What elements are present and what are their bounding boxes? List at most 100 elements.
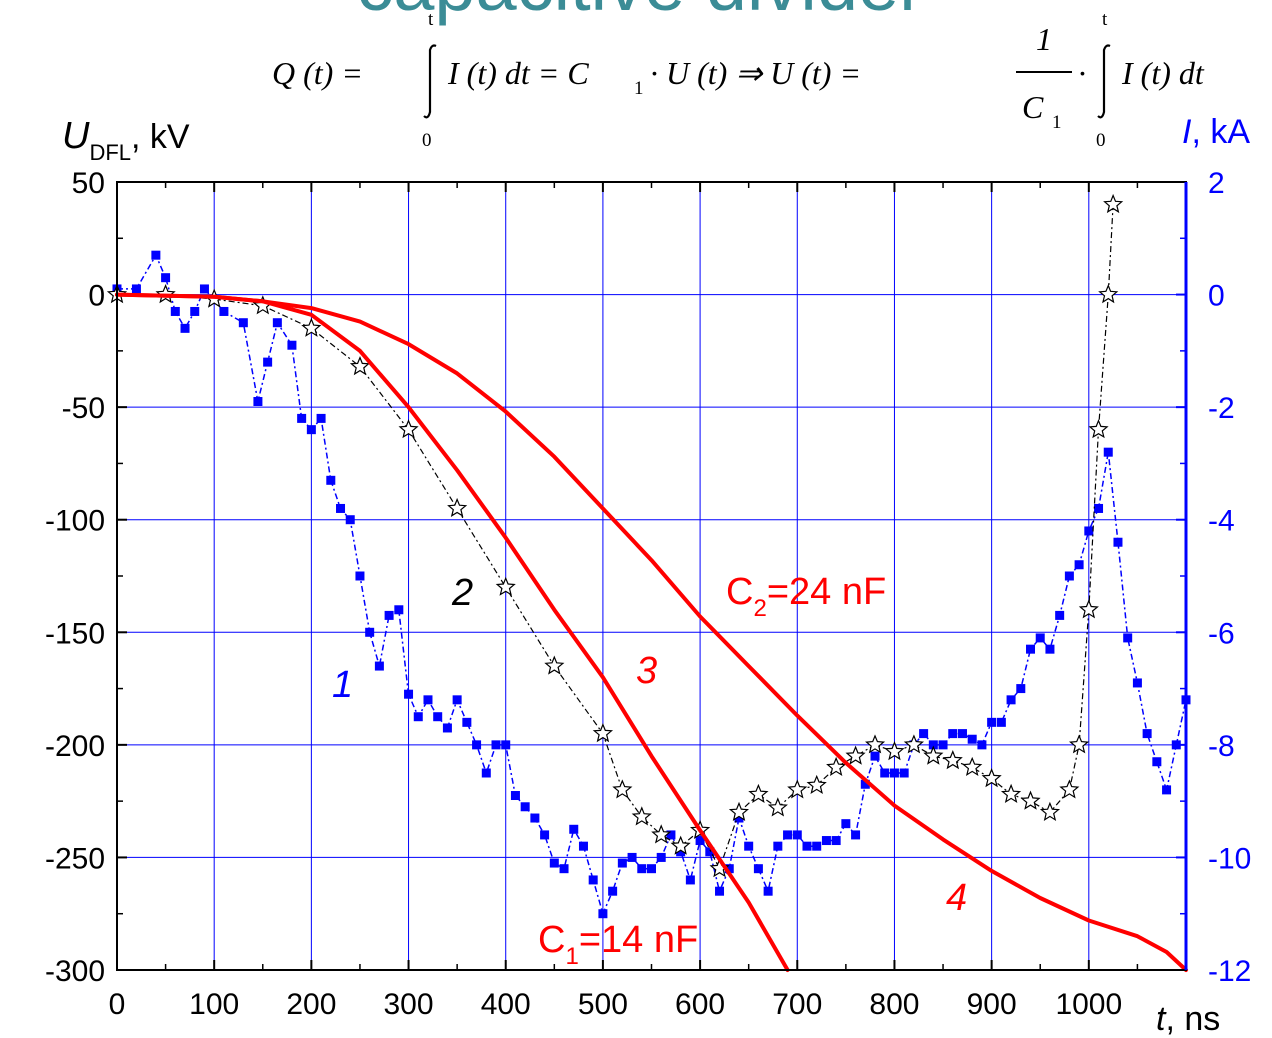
series-1-point [404, 689, 414, 699]
series-1-point [472, 740, 482, 750]
y-left-tick-label: -100 [45, 505, 105, 538]
series-1-point [957, 729, 967, 739]
integral-sign-icon [1097, 44, 1111, 119]
series-1-point [608, 886, 618, 896]
series-1-point [559, 864, 569, 874]
series-2-point [767, 797, 788, 817]
series-1-point [851, 830, 861, 840]
series-1-point [928, 740, 938, 750]
series-1-point [287, 340, 297, 350]
series-1-point [744, 841, 754, 851]
y-left-tick-label: -50 [62, 392, 105, 425]
series-2-point [1103, 193, 1124, 214]
series-1-point [1064, 571, 1074, 581]
y-axis-left-title: UDFL, kV [62, 115, 190, 165]
y-right-tick-label: -10 [1208, 842, 1251, 875]
series-1-point [870, 751, 880, 761]
formula: Q (t) = t 0 I (t) dt = C 1 · U (t) ⇒ U (… [272, 9, 1205, 151]
series-1-point [831, 836, 841, 846]
series-2-line [117, 204, 1114, 871]
grid [117, 182, 1186, 970]
integral-sign-icon [423, 44, 437, 119]
series-2-point [787, 779, 808, 799]
series-1-point [1142, 729, 1152, 739]
series-2-point [981, 768, 1002, 788]
x-unit: , ns [1165, 1000, 1220, 1038]
curve-label-2: 2 [451, 572, 473, 614]
series-1-point [423, 695, 433, 705]
series-1-point [783, 830, 793, 840]
formula-frac-den-sub: 1 [1052, 112, 1062, 133]
x-axis-title: t, ns [1156, 1000, 1220, 1038]
series-1-point [394, 605, 404, 615]
series-1-point [724, 864, 734, 874]
x-tick-label: 200 [286, 988, 336, 1021]
x-var: t [1156, 1000, 1167, 1038]
series-1-point [131, 284, 141, 294]
series-2-point [301, 317, 322, 337]
series-1-point [656, 852, 666, 862]
formula-integral1-upper: t [428, 9, 434, 30]
x-tick-label: 500 [578, 988, 628, 1021]
series-1-point [501, 740, 511, 750]
formula-lhs: Q (t) = [272, 55, 363, 91]
series-1-point [685, 875, 695, 885]
series-group [106, 193, 1191, 972]
series-1-point [306, 425, 316, 435]
formula-frac-den: C [1022, 89, 1044, 125]
series-1-point [734, 813, 744, 823]
series-1-point [510, 791, 520, 801]
x-tick-label: 300 [384, 988, 434, 1021]
formula-body1: I (t) dt = C [447, 55, 589, 91]
y-left-tick-label: -300 [45, 955, 105, 988]
formula-body2: I (t) dt [1121, 55, 1205, 91]
series-1-point [773, 841, 783, 851]
series-1-point [627, 852, 637, 862]
series-1-point [1084, 526, 1094, 536]
series-1-point [948, 729, 958, 739]
y-left-tick-label: -250 [45, 842, 105, 875]
series-1-point [253, 397, 263, 407]
y-left-unit: , kV [131, 118, 190, 156]
series-2-point [748, 783, 769, 803]
series-1-point [481, 768, 491, 778]
series-4 [115, 292, 1188, 972]
series-1-point [802, 841, 812, 851]
series-2-point [884, 741, 905, 761]
series-2-point [544, 655, 565, 675]
series-1-point [792, 830, 802, 840]
c2-main: C [726, 571, 753, 613]
series-1-point [336, 503, 346, 513]
y-right-var: I [1182, 113, 1192, 151]
series-1-point [569, 824, 579, 834]
formula-frac-num: 1 [1036, 21, 1052, 57]
series-1-point [1055, 610, 1065, 620]
series-1-point [860, 779, 870, 789]
tick-labels: 0 100 200 300 400 500 600 700 800 900 1000500-50-1… [45, 167, 1251, 1021]
series-1-point [705, 847, 715, 857]
formula-integral2-upper: t [1102, 9, 1108, 30]
series-1-point [263, 357, 273, 367]
series-1-point [1132, 678, 1142, 688]
series-1-point [462, 717, 472, 727]
series-2-point [942, 750, 963, 770]
series-1-point [841, 819, 851, 829]
y-left-var: U [62, 115, 90, 157]
series-2-point [1039, 801, 1061, 821]
series-2-point [349, 356, 370, 376]
series-1-point [880, 768, 890, 778]
series-1-point [1045, 644, 1055, 654]
plot-frame [116, 181, 1187, 971]
series-2-point [447, 497, 468, 517]
series-1-line [117, 253, 1187, 916]
x-tick-label: 0 [109, 988, 126, 1021]
series-1-point [219, 306, 229, 316]
curve-label-4: 4 [946, 877, 967, 919]
series-1-point [1094, 503, 1104, 513]
series-1-point [355, 571, 365, 581]
x-tick-label: 900 [967, 988, 1017, 1021]
series-1-point [637, 864, 647, 874]
capacitance-label-c2: C2=24 nF [726, 571, 886, 622]
y-left-tick-label: 50 [72, 167, 105, 200]
curve-label-1: 1 [332, 664, 353, 706]
